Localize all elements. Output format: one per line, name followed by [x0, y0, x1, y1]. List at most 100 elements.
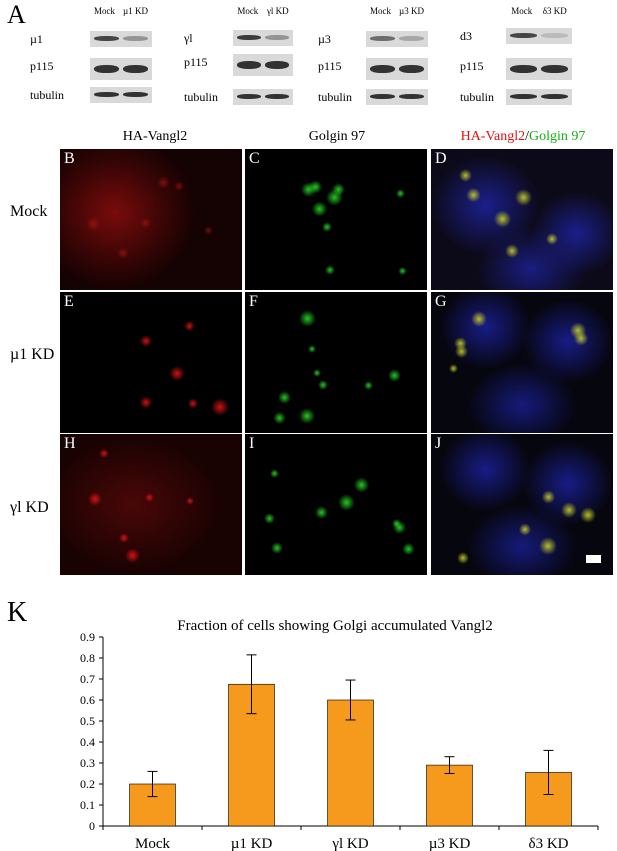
fluorescent-spot: [116, 246, 129, 259]
blot-row-label: µ3: [318, 32, 331, 46]
blot-head-kd: µ1 KD: [123, 6, 148, 16]
chart-title: Fraction of cells showing Golgi accumula…: [177, 618, 493, 634]
fluorescent-spot: [308, 180, 323, 194]
y-tick-label: 0.8: [80, 651, 95, 665]
blot-row-label: p115: [30, 59, 54, 73]
fluorescent-spot: [87, 491, 102, 506]
fluorescent-spot: [449, 363, 458, 373]
fluorescent-spot: [124, 547, 141, 563]
blot-strip: [233, 30, 293, 46]
fluorescent-spot: [173, 180, 185, 192]
y-tick-label: 0.4: [80, 735, 95, 749]
bar: [426, 764, 473, 827]
blot-row-label: p115: [460, 59, 484, 73]
fluorescent-spot: [86, 216, 101, 232]
micrograph-panel: G: [431, 292, 613, 433]
fluorescent-spot: [169, 365, 185, 382]
fluorescent-spot: [325, 265, 335, 275]
x-tick-label: γl KD: [331, 836, 368, 851]
fluorescent-spot: [140, 217, 151, 229]
blot-band: [123, 92, 148, 97]
micrograph-panel: F: [245, 292, 427, 433]
y-tick-label: 0.5: [80, 714, 95, 728]
x-tick-label: µ3 KD: [429, 836, 471, 851]
panel-letter-k: K: [7, 597, 28, 628]
blot-band: [399, 36, 424, 41]
fluorescent-spot: [470, 310, 488, 328]
y-tick-label: 0.6: [80, 693, 95, 707]
fluorescent-spot: [539, 536, 558, 555]
fluorescent-spot: [298, 309, 316, 327]
blot-row-label: d3: [460, 29, 472, 43]
blot-strip: [506, 58, 572, 80]
fluorescent-spot: [398, 266, 407, 276]
fluorescent-spot: [139, 334, 153, 348]
fluorescent-spot: [264, 512, 276, 524]
micrograph-letter: D: [435, 150, 447, 167]
y-tick-label: 0.7: [80, 672, 95, 686]
blot-row-label: γl: [184, 31, 193, 45]
fluorescent-spot: [393, 520, 407, 534]
y-tick-label: 0.2: [80, 777, 95, 791]
bar-chart: Fraction of cells showing Golgi accumula…: [80, 618, 599, 851]
blot-band: [541, 65, 568, 73]
merge-title-sep: /: [525, 129, 530, 144]
fluorescent-spot: [402, 542, 415, 556]
blot-band: [399, 65, 424, 73]
micrograph-panel: B: [60, 149, 242, 290]
fluorescent-spot: [312, 369, 321, 378]
row-label-mock: Mock: [10, 203, 48, 220]
fluorescent-spot: [561, 502, 577, 518]
panel-letter-a: A: [7, 0, 26, 29]
fluorescent-spot: [278, 391, 292, 404]
blot-head-mock: Mock: [237, 6, 259, 16]
blot-head-mock: Mock: [511, 6, 533, 16]
blot-head-mock: Mock: [370, 6, 392, 16]
blot-band: [510, 33, 537, 38]
blot-band: [370, 65, 395, 73]
y-tick-label: 0.9: [80, 630, 95, 644]
y-tick-label: 0.1: [80, 798, 95, 812]
column-title-vangl2: HA-Vangl2: [122, 129, 188, 144]
blot-strip: [233, 89, 293, 105]
x-tick-label: Mock: [135, 836, 170, 851]
fluorescent-spot: [569, 322, 587, 339]
fluorescent-spot: [457, 552, 470, 565]
blot-band: [94, 92, 119, 97]
blot-head-kd: γl KD: [266, 6, 289, 16]
blot-strip: [506, 89, 572, 105]
blot-header: Mock µ1 KD: [90, 6, 152, 16]
blot-head-mock: Mock: [94, 6, 116, 16]
blot-band: [94, 65, 119, 73]
micrograph-letter: B: [64, 150, 75, 167]
y-tick-label: 0: [89, 819, 95, 833]
bar: [327, 699, 374, 827]
micrograph-panel: H: [60, 434, 242, 575]
y-tick-label: 0.3: [80, 756, 95, 770]
fluorescent-spot: [299, 408, 315, 424]
fluorescent-spot: [363, 380, 374, 391]
blot-band: [265, 94, 289, 99]
row-label-gamma1: γl KD: [10, 499, 49, 516]
micrograph-panel: D: [431, 149, 613, 290]
merge-title-red: HA-Vangl2: [460, 129, 526, 144]
fluorescent-spot: [580, 506, 597, 523]
fluorescent-spot: [321, 222, 332, 233]
fluorescent-spot: [315, 506, 328, 519]
row-label-mu1: µ1 KD: [10, 346, 55, 363]
blot-band: [541, 94, 568, 99]
fluorescent-spot: [311, 201, 328, 217]
blot-band: [237, 61, 261, 69]
fluorescent-spot: [271, 542, 283, 554]
blot-band: [94, 36, 119, 41]
micrograph-letter: I: [249, 435, 255, 452]
fluorescent-spot: [337, 493, 355, 511]
fluorescent-spot: [157, 176, 171, 190]
fluorescent-spot: [515, 189, 533, 206]
micrograph-letter: E: [64, 293, 74, 310]
x-tick-label: µ1 KD: [231, 836, 273, 851]
blot-band: [399, 94, 424, 99]
fluorescent-spot: [353, 477, 370, 493]
x-tick-label: δ3 KD: [529, 836, 569, 851]
fluorescent-spot: [493, 210, 512, 228]
